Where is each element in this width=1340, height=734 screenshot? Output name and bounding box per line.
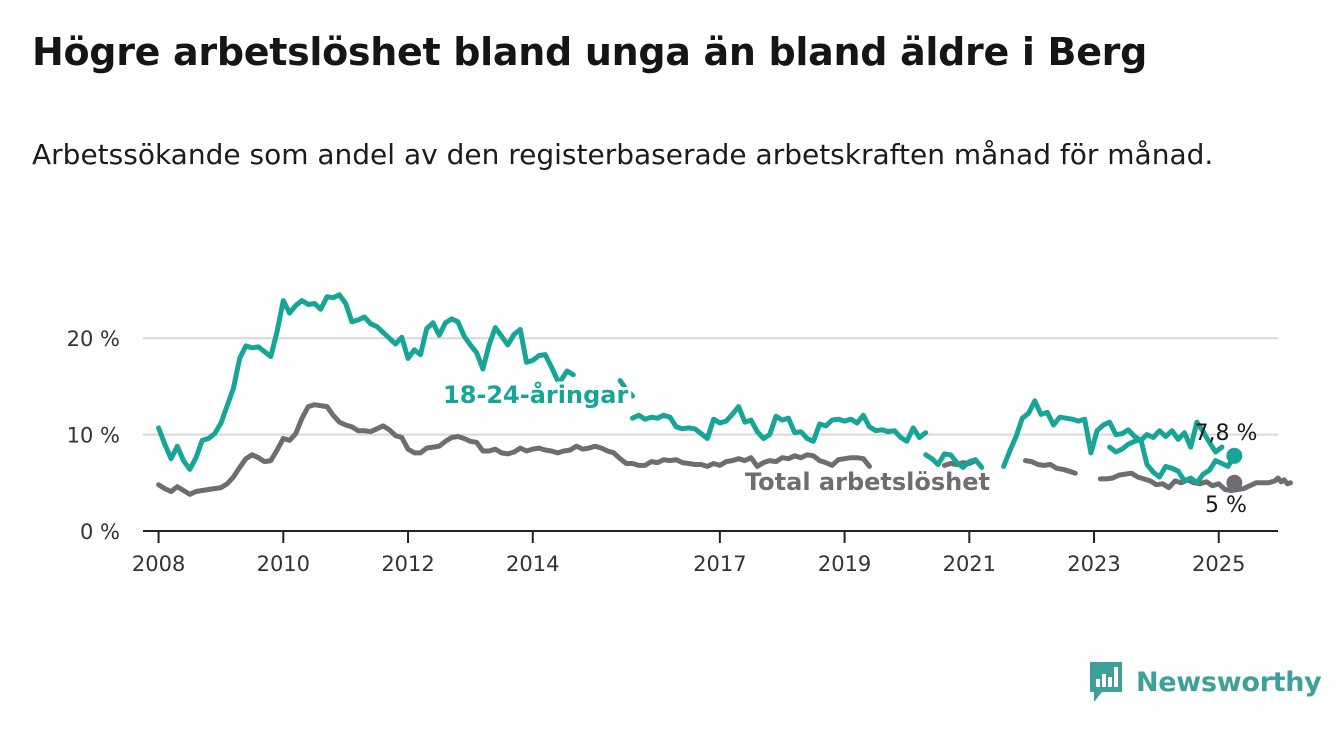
x-tick-label: 2010 — [257, 552, 310, 576]
brand-name: Newsworthy — [1136, 666, 1322, 698]
y-grid — [143, 337, 1278, 436]
series-name-label: 18-24-åringar — [443, 380, 628, 409]
x-tick-label: 2025 — [1192, 552, 1245, 576]
series-line — [630, 404, 929, 444]
x-tick-label: 2023 — [1067, 552, 1120, 576]
series-end-point — [1226, 447, 1243, 464]
x-tick-label: 2019 — [818, 552, 871, 576]
series-labels: 18-24-åringar Total arbetslöshet 7,8 % 5 % — [440, 377, 1258, 518]
series-line — [1097, 470, 1293, 493]
series-lines — [156, 292, 1293, 497]
series-end-value: 7,8 % — [1195, 421, 1258, 446]
line-chart: 0 % 10 % 20 % 2008 2010 2012 2014 2017 2019 2021… — [67, 292, 1293, 576]
chart-title: Högre arbetslöshet bland unga än bland ä… — [32, 30, 1148, 74]
y-axis-ticks: 0 % 10 % 20 % — [67, 327, 120, 544]
x-tick-label: 2021 — [943, 552, 996, 576]
series-line — [617, 378, 635, 399]
newsworthy-brand: Newsworthy — [1088, 660, 1322, 704]
x-tick-label: 2012 — [381, 552, 434, 576]
series-line — [1001, 398, 1225, 469]
series-line — [156, 292, 561, 472]
series-line — [156, 402, 872, 497]
series-line — [1107, 436, 1237, 486]
series-end-value: 5 % — [1205, 493, 1247, 518]
x-tick-label: 2008 — [132, 552, 185, 576]
series-line — [1022, 458, 1078, 476]
x-tick-label: 2017 — [693, 552, 746, 576]
x-axis-ticks: 2008 2010 2012 2014 2017 2019 2021 2023 2025 — [132, 531, 1245, 576]
series-end-point — [1226, 474, 1243, 491]
y-tick-label: 20 % — [67, 327, 120, 351]
y-tick-label: 0 % — [80, 520, 120, 544]
y-tick-label: 10 % — [67, 424, 120, 448]
chart-subtitle: Arbetssökande som andel av den registerb… — [32, 138, 1214, 171]
series-line — [923, 451, 985, 470]
series-line — [558, 368, 576, 384]
newsworthy-logo-icon — [1090, 662, 1122, 702]
x-tick-label: 2014 — [506, 552, 559, 576]
series-name-label: Total arbetslöshet — [745, 468, 990, 496]
